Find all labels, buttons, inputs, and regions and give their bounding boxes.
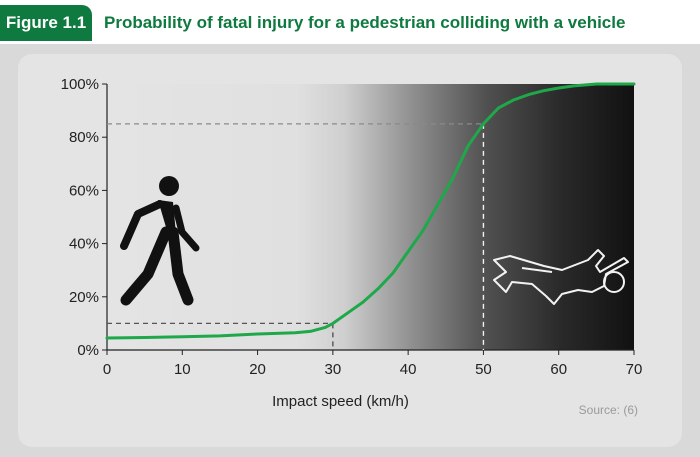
figure-panel: 0% 20% 40% 60% 80% 100% 0 10 20 30 40 50 60 70 Impact … [0, 44, 700, 457]
x-tick-label: 50 [475, 361, 492, 378]
x-tick-label: 70 [626, 361, 643, 378]
figure-title: Probability of fatal injury for a pedest… [104, 13, 626, 32]
x-tick-label: 0 [103, 361, 111, 378]
y-tick-label: 40% [69, 236, 99, 253]
plot-background [107, 84, 634, 350]
x-tick-label: 30 [325, 361, 342, 378]
x-tick-label: 40 [400, 361, 417, 378]
y-tick-label: 0% [77, 342, 99, 359]
source-note: Source: (6) [579, 403, 638, 417]
fatality-probability-line [105, 82, 636, 340]
figure-number-badge: Figure 1.1 [0, 5, 92, 41]
y-tick-label: 20% [69, 289, 99, 306]
y-tick-label: 60% [69, 182, 99, 199]
x-axis-title: Impact speed (km/h) [272, 393, 409, 410]
chart: 0% 20% 40% 60% 80% 100% 0 10 20 30 40 50 60 70 Impact … [61, 76, 643, 417]
y-tick-label: 100% [61, 76, 99, 93]
x-tick-label: 20 [249, 361, 266, 378]
figure-header: Figure 1.1 Probability of fatal injury f… [0, 0, 700, 44]
walking-pedestrian-icon [120, 176, 200, 306]
body-outline-icon [493, 249, 629, 305]
x-tick-label: 10 [174, 361, 191, 378]
chart-card: 0% 20% 40% 60% 80% 100% 0 10 20 30 40 50 60 70 Impact … [18, 54, 682, 447]
x-tick-label: 60 [550, 361, 567, 378]
y-tick-label: 80% [69, 129, 99, 146]
